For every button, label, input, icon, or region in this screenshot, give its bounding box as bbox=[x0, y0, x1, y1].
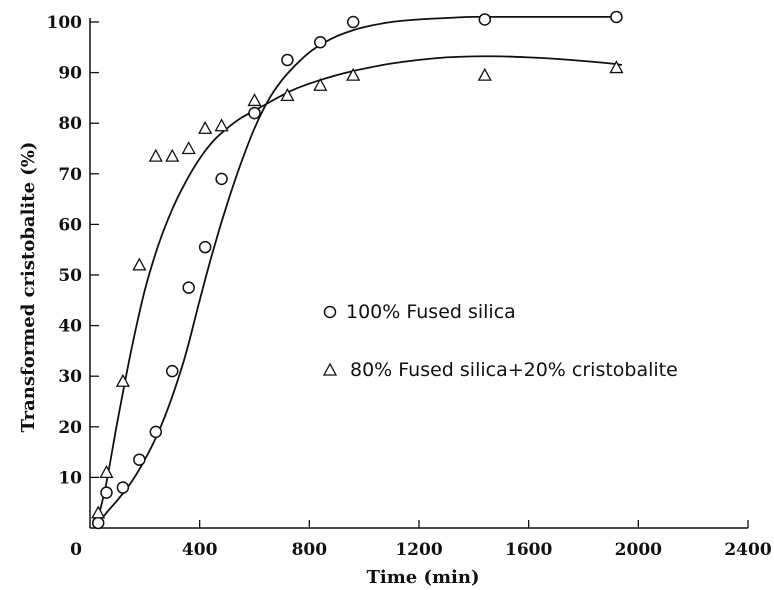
data-point-triangle bbox=[148, 148, 163, 162]
x-tick-label: 1200 bbox=[395, 540, 442, 560]
y-tick-label: 10 bbox=[58, 468, 82, 488]
x-tick-label: 400 bbox=[182, 540, 218, 560]
data-point-circle bbox=[149, 425, 163, 439]
y-axis-title: Transformed cristobalite (%) bbox=[18, 142, 39, 433]
data-point-circle bbox=[182, 281, 195, 294]
x-axis-title: Time (min) bbox=[366, 567, 479, 588]
fit-line-1 bbox=[97, 55, 623, 519]
y-tick-label: 50 bbox=[58, 266, 82, 286]
data-point-triangle bbox=[198, 120, 213, 134]
legend: 100% Fused silica 80% Fused silica+20% c… bbox=[322, 301, 678, 381]
x-ticks: 0 400 800 1200 1600 2000 2400 bbox=[70, 520, 772, 560]
legend-label-mixed: 80% Fused silica+20% cristobalite bbox=[350, 359, 678, 381]
y-tick-label: 90 bbox=[58, 64, 82, 84]
x-tick-label: 2400 bbox=[724, 540, 771, 560]
data-point-circle bbox=[478, 13, 492, 26]
data-point-triangle bbox=[165, 148, 180, 162]
legend-item-fused-silica: 100% Fused silica bbox=[323, 301, 516, 323]
data-point-triangle bbox=[99, 464, 114, 478]
data-point-circle bbox=[610, 10, 623, 24]
data-markers bbox=[91, 10, 624, 530]
data-point-circle bbox=[166, 364, 179, 378]
data-point-triangle bbox=[280, 88, 295, 102]
data-point-circle bbox=[314, 35, 327, 49]
y-tick-label: 80 bbox=[58, 114, 82, 134]
y-tick-label: 30 bbox=[58, 367, 82, 387]
data-point-circle bbox=[133, 453, 146, 466]
legend-circle-marker bbox=[323, 305, 337, 319]
legend-triangle-marker bbox=[322, 362, 338, 376]
plot-area: 0 400 800 1200 1600 2000 2400 10 20 30 40 50 60 70 80… bbox=[47, 10, 772, 560]
data-point-triangle bbox=[477, 67, 492, 81]
fit-lines bbox=[97, 15, 623, 524]
x-tick-label: 1600 bbox=[505, 540, 552, 560]
data-point-triangle bbox=[214, 118, 229, 132]
data-point-triangle bbox=[181, 141, 196, 155]
data-point-triangle bbox=[132, 257, 147, 271]
x-tick-label: 2000 bbox=[615, 540, 662, 560]
y-ticks: 10 20 30 40 50 60 70 80 90 100 bbox=[47, 13, 99, 488]
y-tick-label: 100 bbox=[47, 13, 83, 33]
x-tick-label: 0 bbox=[70, 540, 82, 560]
data-point-circle bbox=[91, 516, 105, 530]
y-tick-label: 40 bbox=[58, 317, 82, 337]
y-tick-label: 60 bbox=[58, 215, 82, 235]
data-point-triangle bbox=[609, 60, 624, 74]
data-point-circle bbox=[100, 486, 113, 499]
data-point-triangle bbox=[91, 505, 106, 519]
legend-label-fused-silica: 100% Fused silica bbox=[346, 301, 516, 323]
y-tick-label: 70 bbox=[58, 165, 82, 185]
legend-item-mixed: 80% Fused silica+20% cristobalite bbox=[322, 359, 678, 381]
data-point-triangle bbox=[346, 67, 361, 81]
data-point-triangle bbox=[115, 373, 130, 387]
data-point-triangle bbox=[247, 93, 262, 107]
data-point-circle bbox=[116, 481, 130, 494]
fit-line-0 bbox=[97, 15, 622, 524]
data-point-circle bbox=[248, 106, 261, 120]
y-tick-label: 20 bbox=[58, 418, 82, 438]
data-point-circle bbox=[198, 240, 212, 254]
data-point-circle bbox=[281, 53, 294, 67]
data-point-circle bbox=[215, 172, 228, 186]
data-point-circle bbox=[346, 15, 360, 29]
x-tick-label: 800 bbox=[292, 540, 328, 560]
data-point-triangle bbox=[313, 77, 328, 91]
